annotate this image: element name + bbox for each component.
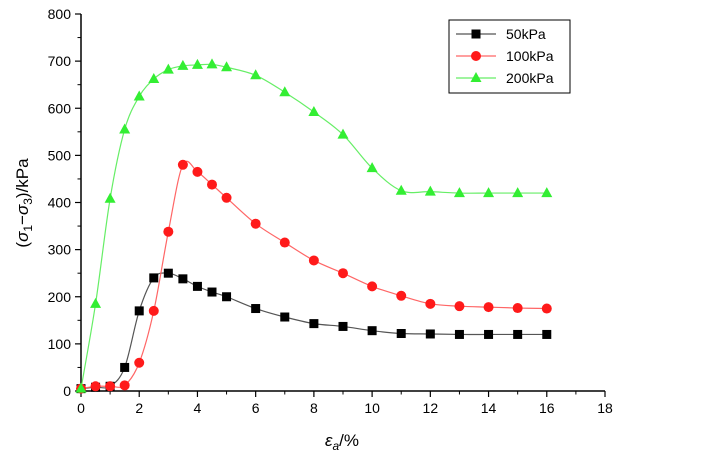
data-point-50kPa <box>251 304 261 314</box>
data-point-50kPa <box>309 319 319 329</box>
y-tick-label: 400 <box>48 195 72 211</box>
data-point-200kPa <box>177 59 189 70</box>
data-point-100kPa <box>163 226 174 237</box>
data-point-200kPa <box>133 90 145 101</box>
data-point-100kPa <box>148 305 159 316</box>
data-point-200kPa <box>191 58 203 69</box>
y-tick-label: 500 <box>48 147 72 163</box>
data-point-50kPa <box>149 273 159 283</box>
data-point-100kPa <box>338 268 348 279</box>
data-point-200kPa <box>279 86 291 97</box>
data-point-200kPa <box>308 106 320 117</box>
data-point-200kPa <box>250 69 262 80</box>
y-tick-label: 800 <box>48 6 72 22</box>
data-point-200kPa <box>75 382 87 393</box>
y-tick-label: 100 <box>48 336 72 352</box>
y-tick-label: 600 <box>48 100 72 116</box>
data-point-50kPa <box>120 362 130 372</box>
data-point-200kPa <box>90 297 102 308</box>
data-point-50kPa <box>367 326 377 336</box>
data-point-100kPa <box>192 166 203 177</box>
legend-marker-200kPa <box>470 72 482 82</box>
series-200kPa <box>75 58 553 393</box>
data-point-100kPa <box>541 303 552 314</box>
y-tick-label: 700 <box>48 53 72 69</box>
x-tick-label: 2 <box>135 400 143 416</box>
data-point-100kPa <box>396 290 407 301</box>
y-axis-title: (σ1−σ3)/kPa <box>13 158 35 248</box>
data-point-50kPa <box>425 329 435 339</box>
legend-marker-100kPa <box>471 51 481 61</box>
data-point-100kPa <box>134 357 145 368</box>
data-point-50kPa <box>542 329 552 339</box>
y-tick-label: 300 <box>48 242 72 258</box>
data-point-200kPa <box>162 63 174 74</box>
data-point-50kPa <box>513 329 523 339</box>
data-point-100kPa <box>177 159 188 170</box>
x-tick-label: 0 <box>77 400 85 416</box>
data-point-200kPa <box>221 61 233 72</box>
data-point-100kPa <box>90 381 101 392</box>
data-point-100kPa <box>308 255 319 266</box>
legend-label-100kPa: 100kPa <box>506 48 554 64</box>
x-tick-label: 14 <box>481 400 497 416</box>
data-point-100kPa <box>454 301 465 312</box>
data-point-50kPa <box>178 274 188 284</box>
data-point-50kPa <box>454 329 464 339</box>
series-50kPa <box>76 268 552 394</box>
data-point-50kPa <box>207 287 217 297</box>
data-point-100kPa <box>483 302 494 313</box>
x-tick-label: 8 <box>310 400 318 416</box>
data-point-50kPa <box>222 292 232 302</box>
data-point-200kPa <box>119 123 131 134</box>
data-point-100kPa <box>207 179 217 190</box>
data-point-100kPa <box>250 218 261 229</box>
x-tick-label: 16 <box>539 400 555 416</box>
legend-label-50kPa: 50kPa <box>506 26 546 42</box>
data-point-200kPa <box>366 162 378 173</box>
data-point-200kPa <box>104 192 116 203</box>
legend-label-200kPa: 200kPa <box>506 70 554 86</box>
data-point-50kPa <box>484 329 494 339</box>
data-point-100kPa <box>221 192 232 203</box>
x-tick-label: 12 <box>423 400 439 416</box>
series-layer <box>75 58 553 394</box>
axes: 0 2 4 6 8 10 12 14 16 18 0 100 200 300 400 500 600 700 800 <box>48 6 613 416</box>
y-tick-label: 200 <box>48 289 72 305</box>
data-point-50kPa <box>134 306 144 316</box>
data-point-50kPa <box>396 329 406 339</box>
x-tick-label: 4 <box>194 400 202 416</box>
data-point-100kPa <box>367 281 378 292</box>
data-point-200kPa <box>337 128 349 139</box>
data-point-50kPa <box>192 281 202 291</box>
data-point-50kPa <box>163 268 173 278</box>
data-point-200kPa <box>424 185 436 196</box>
x-tick-label: 18 <box>597 400 613 416</box>
data-point-100kPa <box>119 380 130 391</box>
x-axis-title: εa/% <box>325 431 359 453</box>
data-point-100kPa <box>425 298 436 309</box>
y-tick-label: 0 <box>63 383 71 399</box>
data-point-200kPa <box>483 187 495 198</box>
data-point-200kPa <box>148 73 160 84</box>
data-point-100kPa <box>105 381 116 392</box>
data-point-200kPa <box>206 58 218 69</box>
legend: 50kPa 100kPa 200kPa <box>448 19 571 94</box>
data-point-50kPa <box>280 312 290 322</box>
data-point-100kPa <box>279 237 290 248</box>
x-tick-label: 10 <box>364 400 380 416</box>
series-100kPa <box>76 159 552 394</box>
legend-marker-50kPa <box>471 29 481 39</box>
data-point-50kPa <box>338 321 348 331</box>
series-line-100kPa <box>80 160 547 390</box>
data-point-200kPa <box>541 187 553 198</box>
series-line-50kPa <box>80 272 547 390</box>
data-point-100kPa <box>512 303 523 314</box>
data-point-200kPa <box>395 184 407 195</box>
data-point-200kPa <box>512 187 524 198</box>
x-tick-label: 6 <box>252 400 260 416</box>
data-point-200kPa <box>453 187 465 198</box>
